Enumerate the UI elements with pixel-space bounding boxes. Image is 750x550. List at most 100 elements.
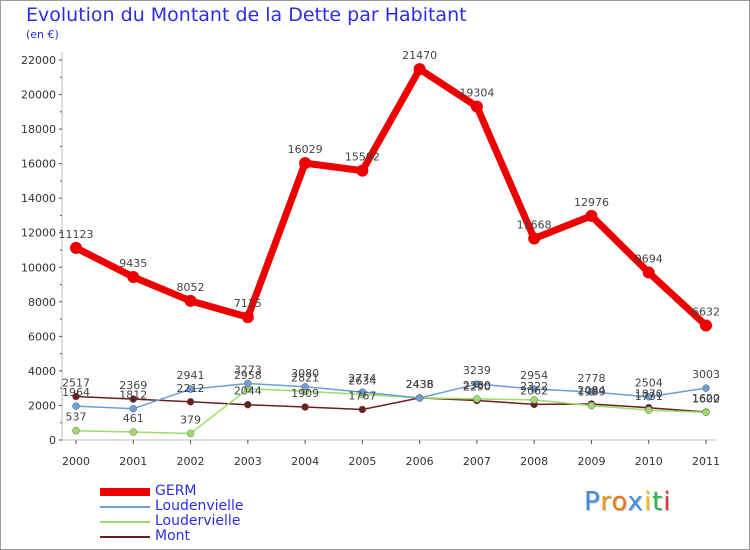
data-label: 11123 <box>59 228 94 241</box>
data-point <box>186 385 195 393</box>
logo-letter: i <box>643 487 653 517</box>
data-point <box>644 406 653 414</box>
data-label: 2504 <box>635 377 663 390</box>
data-point <box>301 403 309 411</box>
data-point <box>356 164 369 177</box>
data-label: 6632 <box>692 305 720 318</box>
data-point <box>70 241 82 254</box>
legend-item: Mont <box>100 528 360 544</box>
y-tick-label: 2000 <box>28 399 56 412</box>
data-point <box>587 388 596 396</box>
x-tick-label: 2007 <box>463 455 491 468</box>
legend-label: GERM <box>155 483 197 499</box>
logo-letter: x <box>627 487 644 517</box>
x-tick-label: 2003 <box>234 455 262 468</box>
x-tick-label: 2005 <box>348 455 376 468</box>
data-label: 537 <box>66 411 87 424</box>
y-tick-label: 0 <box>49 434 56 447</box>
data-label: 2517 <box>62 377 90 390</box>
chart-title: Evolution du Montant de la Dette par Hab… <box>26 4 467 26</box>
data-label: 7115 <box>234 297 262 310</box>
data-label: 2778 <box>577 372 605 385</box>
legend: GERM Loudenvielle Loudervielle Mont <box>100 483 360 544</box>
data-label: 19304 <box>459 87 494 100</box>
data-label: 3003 <box>692 368 720 381</box>
logo-letter: P <box>584 487 601 517</box>
data-label: 2774 <box>348 372 376 385</box>
y-tick-label: 18000 <box>21 123 56 136</box>
data-point <box>470 100 483 113</box>
legend-item: Loudervielle <box>100 513 360 529</box>
data-label: 1909 <box>291 387 319 400</box>
data-label: 2062 <box>520 384 548 397</box>
data-point <box>299 157 312 170</box>
legend-swatch <box>100 536 150 538</box>
data-point <box>186 429 195 438</box>
x-tick-label: 2001 <box>119 455 147 468</box>
data-label: 461 <box>123 412 144 425</box>
data-label: 9694 <box>635 253 663 266</box>
y-tick-label: 6000 <box>28 330 56 343</box>
logo-letter: r <box>600 487 612 517</box>
data-label: 3273 <box>234 363 262 376</box>
data-label: 1731 <box>635 390 663 403</box>
data-point <box>244 379 252 388</box>
y-tick-label: 4000 <box>28 365 56 378</box>
data-point <box>700 319 712 332</box>
data-label: 21470 <box>402 49 437 62</box>
series-line-mont <box>75 395 707 413</box>
y-tick-label: 20000 <box>21 89 56 102</box>
data-label: 379 <box>180 413 201 426</box>
y-tick-label: 14000 <box>21 192 56 205</box>
data-label: 8052 <box>177 281 205 294</box>
data-point <box>358 405 367 414</box>
x-tick-label: 2010 <box>635 455 663 468</box>
data-label: 2954 <box>520 369 548 382</box>
x-tick-label: 2006 <box>406 455 434 468</box>
data-label: 2634 <box>348 375 376 388</box>
data-label: 1767 <box>348 389 376 402</box>
series-line-germ <box>74 65 709 329</box>
legend-swatch <box>100 506 150 508</box>
data-point <box>702 408 710 417</box>
legend-item: GERM <box>100 483 360 499</box>
y-tick-label: 22000 <box>21 54 56 67</box>
chart-subtitle: (en €) <box>26 28 59 41</box>
x-tick-label: 2009 <box>577 455 605 468</box>
data-label: 2436 <box>406 378 434 391</box>
y-tick-label: 12000 <box>21 227 56 240</box>
data-label: 2958 <box>234 369 262 382</box>
data-label: 9435 <box>119 257 147 270</box>
data-label: 1602 <box>692 392 720 405</box>
data-point <box>72 392 80 401</box>
series-line-loudenvielle <box>75 382 707 410</box>
data-point <box>413 63 426 76</box>
y-tick-label: 16000 <box>21 158 56 171</box>
data-point <box>528 232 541 245</box>
data-point <box>186 398 195 406</box>
data-label: 3239 <box>463 364 491 377</box>
legend-swatch <box>100 521 150 523</box>
y-tick-label: 10000 <box>21 261 56 274</box>
x-tick-label: 2004 <box>291 455 319 468</box>
legend-label: Mont <box>155 528 191 544</box>
data-point <box>702 384 710 392</box>
data-label: 3080 <box>291 367 319 380</box>
data-label: 1870 <box>635 388 663 401</box>
logo-letter: t <box>652 487 664 517</box>
data-point <box>644 392 653 401</box>
data-label: 2212 <box>177 382 205 395</box>
data-label: 2433 <box>406 378 434 391</box>
series-line-loudervielle <box>75 388 707 435</box>
data-point <box>358 388 367 396</box>
data-point <box>72 402 80 410</box>
data-label: 2941 <box>177 369 205 382</box>
legend-label: Loudervielle <box>155 513 241 529</box>
data-label: 1989 <box>577 386 605 399</box>
data-point <box>585 209 598 222</box>
data-label: 2369 <box>119 379 147 392</box>
data-label: 15592 <box>345 151 380 164</box>
legend-item: Loudenvielle <box>100 498 360 514</box>
data-label: 1964 <box>62 386 90 399</box>
